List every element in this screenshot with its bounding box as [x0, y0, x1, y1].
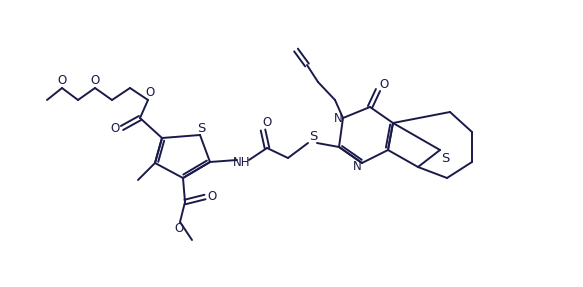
Text: O: O — [57, 73, 66, 86]
Text: O: O — [208, 189, 217, 203]
Text: S: S — [197, 121, 205, 135]
Text: O: O — [174, 222, 184, 236]
Text: N: N — [333, 112, 342, 125]
Text: S: S — [441, 152, 449, 164]
Text: O: O — [262, 117, 272, 129]
Text: S: S — [309, 129, 317, 143]
Text: O: O — [90, 73, 100, 86]
Text: O: O — [110, 121, 120, 135]
Text: NH: NH — [233, 156, 251, 168]
Text: O: O — [145, 86, 154, 100]
Text: N: N — [353, 160, 361, 172]
Text: O: O — [380, 79, 389, 92]
